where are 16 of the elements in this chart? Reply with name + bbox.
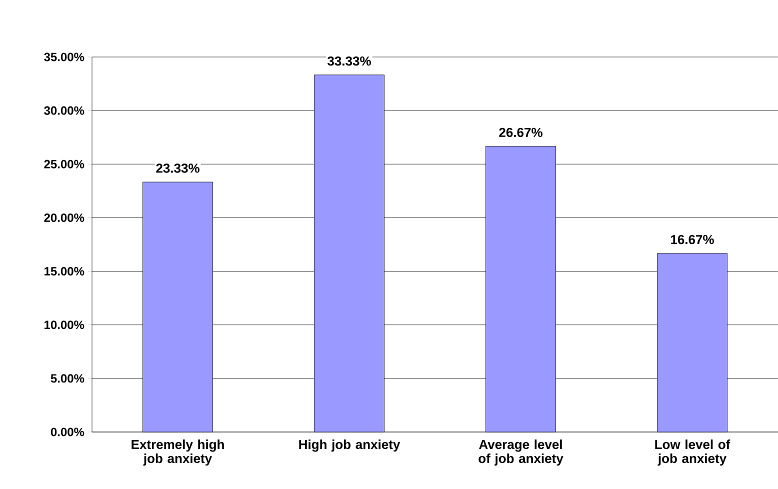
x-tick-label: Average level of job anxiety xyxy=(478,440,564,466)
x-tick-label: High job anxiety xyxy=(299,440,400,452)
data-label: 26.67% xyxy=(499,128,542,138)
y-tick-label: 10.00% xyxy=(44,320,84,330)
data-label: 23.33% xyxy=(156,164,200,173)
y-tick-label: 15.00% xyxy=(44,267,84,276)
y-tick-label: 35.00% xyxy=(44,52,84,62)
y-tick-label: 20.00% xyxy=(44,213,84,222)
x-tick-label: Low level of job anxiety xyxy=(655,440,730,466)
y-tick-label: 5.00% xyxy=(50,374,84,383)
y-tick-label: 25.00% xyxy=(44,160,84,168)
y-tick-label: 30.00% xyxy=(44,106,84,115)
data-label: 33.33% xyxy=(328,56,371,66)
x-tick-label: Extremely high job anxiety xyxy=(132,440,224,466)
y-tick-label: 0.00% xyxy=(50,428,84,436)
data-label: 16.67% xyxy=(671,234,714,244)
